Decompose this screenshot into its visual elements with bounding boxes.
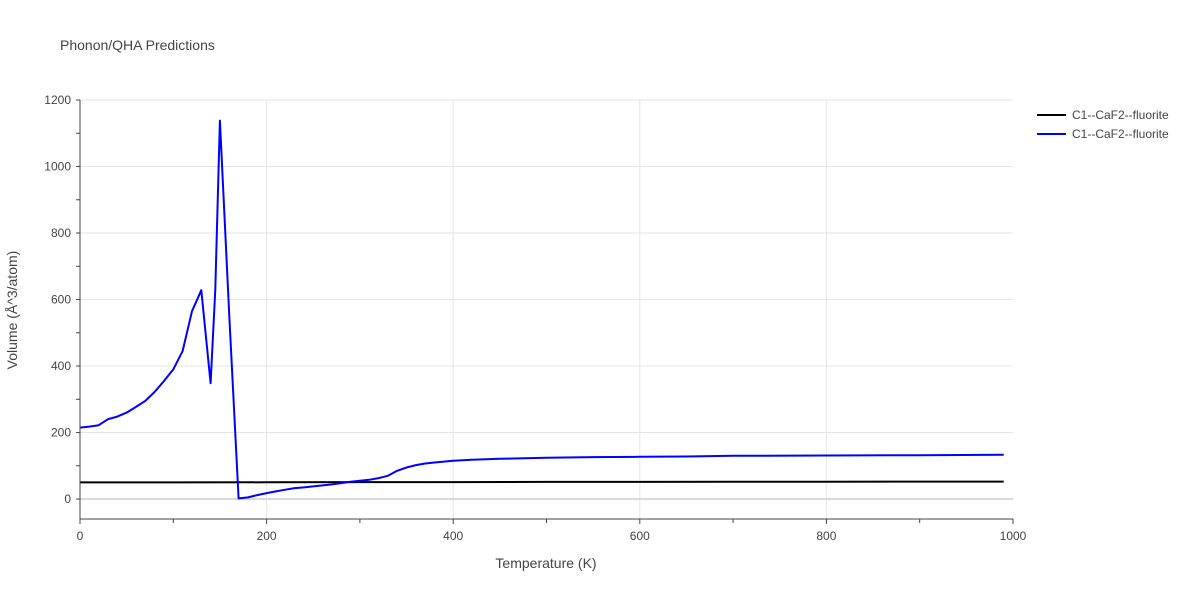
x-tick-label: 0	[77, 529, 84, 543]
x-axis-title: Temperature (K)	[495, 555, 596, 571]
y-tick-label: 0	[64, 492, 71, 506]
y-tick-label: 600	[51, 293, 71, 307]
series-line-2	[79, 119, 1004, 500]
x-tick-label: 800	[816, 529, 836, 543]
y-tick-label: 800	[51, 226, 71, 240]
y-axis-title: Volume (Å^3/atom)	[4, 251, 20, 370]
y-tick-label: 1000	[44, 160, 71, 174]
axes: 0 200 400 600 800 1000 0 200 400 600 800 1000 1200	[44, 93, 1026, 543]
legend-label: C1--CaF2--fluorite	[1072, 127, 1169, 141]
legend-label: C1--CaF2--fluorite	[1072, 108, 1169, 122]
series-line-1	[80, 480, 1004, 484]
chart-title: Phonon/QHA Predictions	[60, 37, 215, 53]
y-tick-label: 1200	[44, 93, 71, 107]
legend[interactable]: C1--CaF2--fluorite C1--CaF2--fluorite	[1037, 108, 1169, 141]
y-tick-label: 200	[51, 426, 71, 440]
legend-item-2[interactable]: C1--CaF2--fluorite	[1037, 127, 1169, 141]
x-tick-label: 400	[443, 529, 463, 543]
y-tick-label: 400	[51, 359, 71, 373]
plot-area	[79, 119, 1004, 500]
x-tick-label: 200	[257, 529, 277, 543]
x-tick-label: 1000	[1000, 529, 1027, 543]
x-tick-label: 600	[630, 529, 650, 543]
legend-item-1[interactable]: C1--CaF2--fluorite	[1037, 108, 1169, 122]
